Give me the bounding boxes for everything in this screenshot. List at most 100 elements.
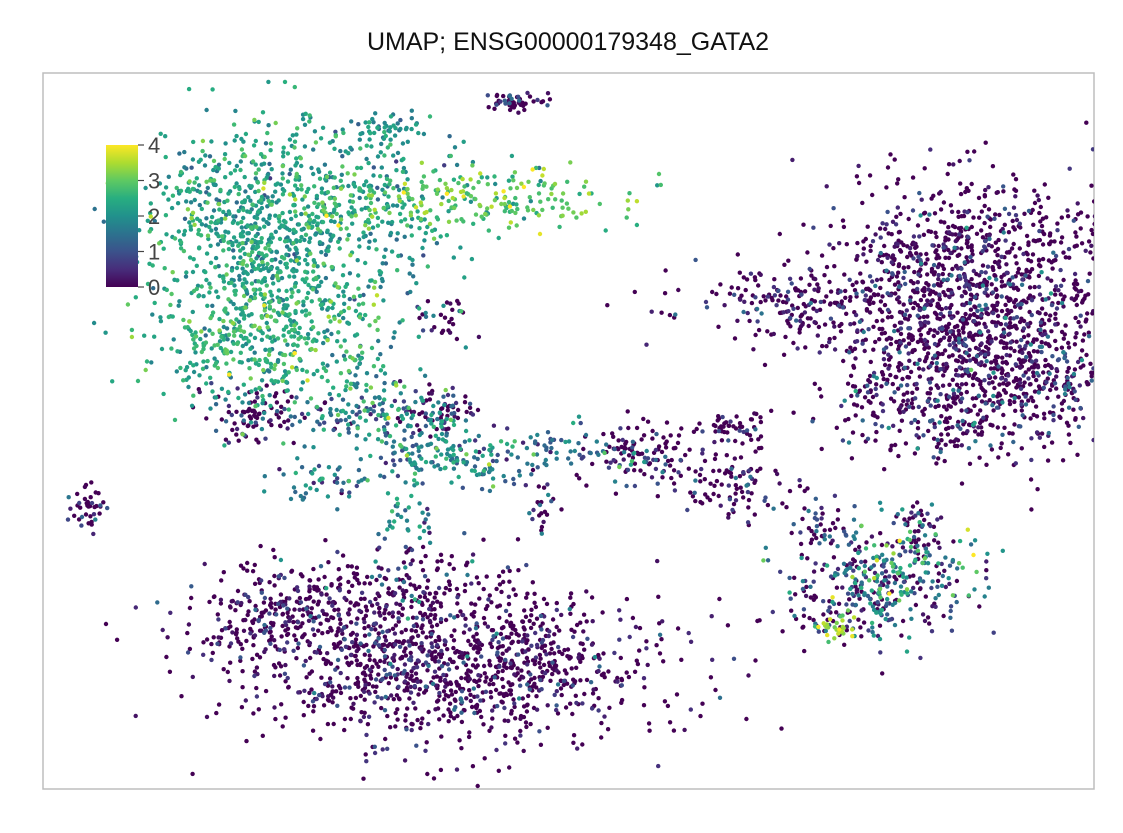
scatter-point <box>383 433 389 438</box>
scatter-point <box>769 408 774 413</box>
scatter-point <box>1101 358 1105 362</box>
scatter-point <box>932 538 937 543</box>
scatter-point <box>693 257 698 263</box>
scatter-point <box>330 700 335 705</box>
scatter-point <box>820 567 825 572</box>
scatter-point <box>389 693 394 698</box>
scatter-point <box>383 607 388 612</box>
scatter-point <box>533 604 539 610</box>
scatter-point <box>1017 221 1022 226</box>
scatter-point <box>347 490 352 495</box>
scatter-point <box>362 619 367 625</box>
scatter-point <box>584 677 590 683</box>
scatter-point <box>234 627 239 632</box>
scatter-point <box>735 252 740 257</box>
scatter-point <box>816 629 821 634</box>
scatter-point <box>931 455 936 460</box>
scatter-point <box>236 639 241 644</box>
scatter-point <box>665 458 671 464</box>
scatter-point <box>534 707 540 712</box>
scatter-point <box>797 478 802 483</box>
scatter-point <box>922 346 927 351</box>
scatter-point <box>294 585 300 590</box>
scatter-point <box>925 314 930 319</box>
scatter-point <box>409 727 414 733</box>
scatter-point <box>499 589 504 595</box>
scatter-point <box>396 684 401 689</box>
scatter-point <box>447 657 453 662</box>
scatter-point <box>1075 452 1080 457</box>
scatter-point <box>262 622 267 628</box>
scatter-point <box>353 637 359 642</box>
scatter-point <box>383 247 388 252</box>
scatter-point <box>1014 315 1020 320</box>
scatter-point <box>254 694 260 699</box>
scatter-point <box>233 108 238 114</box>
scatter-point <box>1003 359 1009 365</box>
scatter-point <box>1053 311 1058 316</box>
scatter-point <box>374 684 379 689</box>
scatter-point <box>852 384 858 389</box>
scatter-point <box>1083 248 1088 253</box>
scatter-point <box>291 485 297 490</box>
scatter-point <box>793 592 798 597</box>
scatter-point <box>380 676 385 682</box>
scatter-point <box>893 374 898 380</box>
scatter-point <box>534 452 540 457</box>
scatter-point <box>868 248 873 253</box>
scatter-point <box>688 490 693 495</box>
scatter-point <box>675 440 681 446</box>
scatter-point <box>882 362 888 368</box>
scatter-point <box>999 279 1005 284</box>
scatter-point <box>952 324 958 330</box>
scatter-point <box>393 623 399 628</box>
scatter-point <box>1010 218 1015 224</box>
scatter-point <box>741 429 746 435</box>
scatter-point <box>538 665 543 670</box>
scatter-point <box>331 427 336 433</box>
scatter-point <box>916 272 921 277</box>
scatter-point <box>216 617 221 622</box>
scatter-point <box>1051 412 1056 418</box>
scatter-point <box>251 711 256 716</box>
scatter-point <box>728 471 734 476</box>
scatter-point <box>532 441 538 446</box>
scatter-point <box>890 253 896 258</box>
scatter-point <box>1001 345 1007 350</box>
scatter-point <box>903 344 909 349</box>
scatter-point <box>1029 457 1034 463</box>
scatter-point <box>597 664 602 669</box>
scatter-point <box>306 703 311 709</box>
scatter-point <box>985 293 990 298</box>
scatter-point <box>1064 359 1070 364</box>
scatter-point <box>315 419 320 424</box>
scatter-point <box>550 666 555 671</box>
scatter-point <box>892 600 898 606</box>
scatter-point <box>827 339 832 345</box>
scatter-point <box>758 419 764 425</box>
scatter-point <box>959 294 965 299</box>
scatter-point <box>1039 340 1044 345</box>
scatter-point <box>763 298 768 303</box>
scatter-point <box>463 623 468 628</box>
scatter-point <box>905 390 910 395</box>
scatter-point <box>969 243 974 248</box>
scatter-point <box>1063 323 1068 328</box>
scatter-point <box>817 386 822 392</box>
scatter-point <box>1037 292 1043 297</box>
scatter-point <box>938 392 943 397</box>
scatter-point <box>967 287 973 292</box>
scatter-point <box>918 578 923 583</box>
scatter-point <box>1001 388 1007 393</box>
scatter-point <box>578 620 583 625</box>
scatter-point <box>207 154 213 159</box>
scatter-point <box>936 243 941 249</box>
scatter-point <box>492 675 497 680</box>
scatter-point <box>1013 177 1019 182</box>
scatter-point <box>774 471 780 477</box>
scatter-point <box>914 386 920 391</box>
scatter-point <box>388 344 394 350</box>
scatter-point <box>1020 277 1025 282</box>
scatter-point <box>885 315 891 320</box>
scatter-point <box>590 691 596 696</box>
